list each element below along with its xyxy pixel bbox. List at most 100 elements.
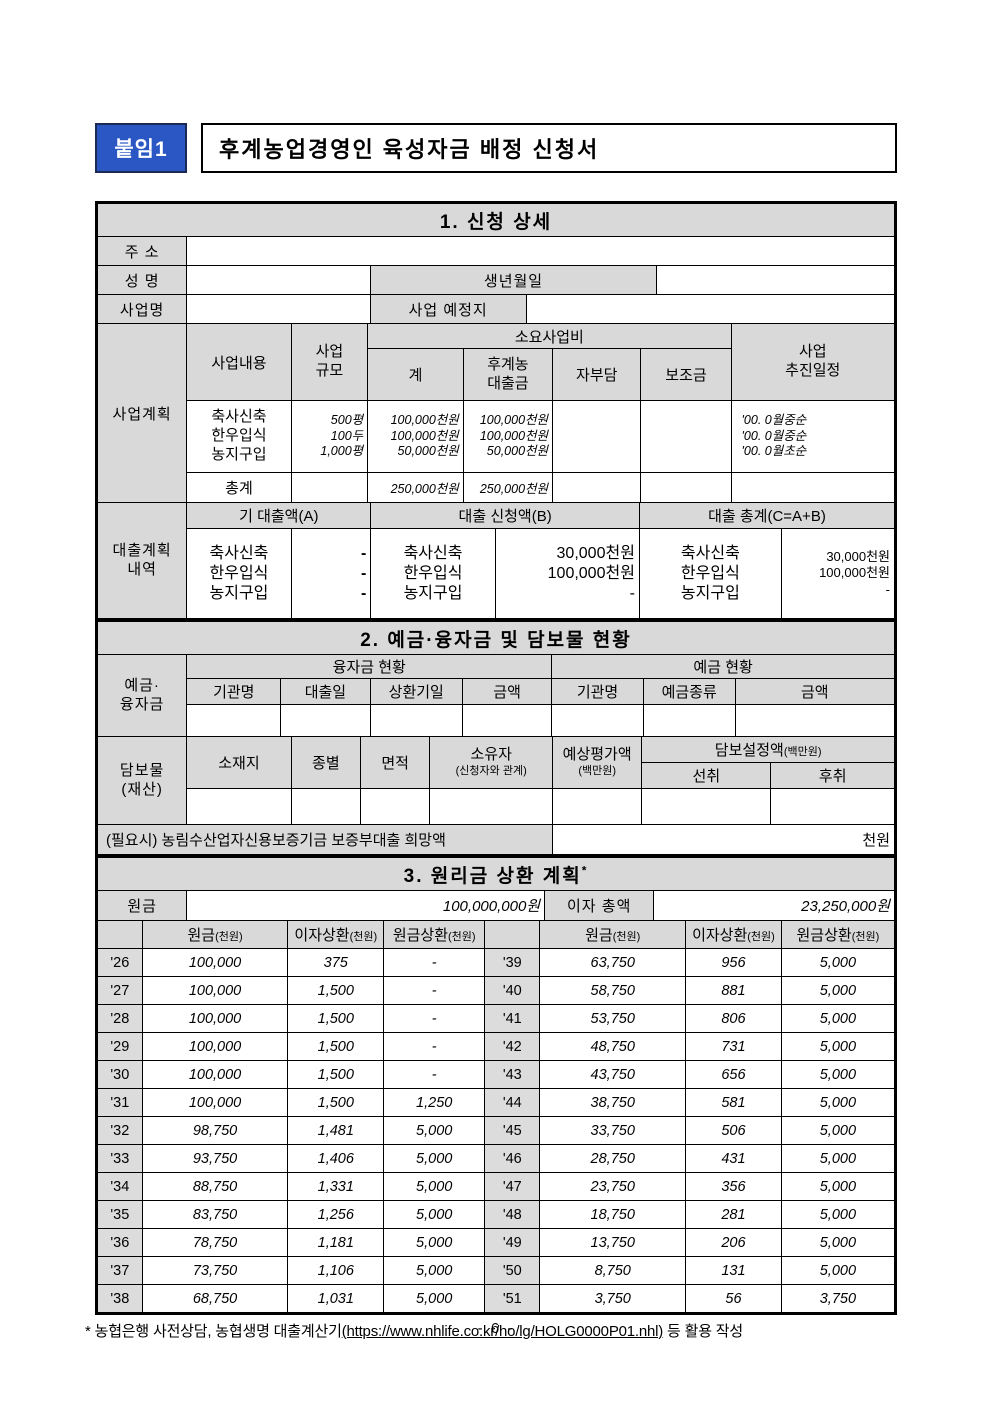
principal-col-header: 원금(천원) xyxy=(141,920,289,949)
birthdate-value-cell xyxy=(656,265,895,295)
plan-self-cell xyxy=(552,400,642,473)
schedule-cell: 5,000 xyxy=(780,1088,896,1117)
section3-title: 3. 원리금 상환 계획* xyxy=(97,857,895,891)
schedule-cell: 83,750 xyxy=(141,1200,289,1229)
collateral-senior-header: 선취 xyxy=(641,762,772,789)
schedule-year: '49 xyxy=(484,1228,541,1257)
loan-due-header: 상환기일 xyxy=(369,678,463,705)
guarantee-row-table: (필요시) 농림수산업자신용보증기금 보증부대출 희망액 천원 xyxy=(96,824,895,855)
loan-plan-table: 대출계획 내역 기 대출액(A) 대출 신청액(B) 대출 총계(C=A+B) 축… xyxy=(96,502,896,619)
schedule-year: '41 xyxy=(484,1004,541,1033)
schedule-year: '29 xyxy=(97,1032,143,1061)
footnote-text: 등 활용 작성 xyxy=(663,1323,743,1340)
interest-total-value: 23,250,000원 xyxy=(653,890,895,921)
loan-date-header: 대출일 xyxy=(280,678,371,705)
collateral-junior-header: 후취 xyxy=(770,762,895,789)
schedule-year: '43 xyxy=(484,1060,541,1089)
attachment-badge: 붙임1 xyxy=(95,123,187,173)
section-repayment-plan: 3. 원리금 상환 계획* 원금 100,000,000원 이자 총액 23,2… xyxy=(95,855,897,1315)
empty-cell xyxy=(641,788,772,825)
footnote-text: * 농협은행 사전상담, 농협생명 대출계산기 xyxy=(85,1323,342,1340)
deposit-amount-header: 금액 xyxy=(734,678,895,705)
address-value-cell xyxy=(186,236,895,266)
loan-items-a: 축사신축 한우입식 농지구입 xyxy=(186,528,292,619)
footnote: * 농협은행 사전상담, 농협생명 대출계산기(https://www.nhli… xyxy=(85,1320,897,1341)
principal-value: 100,000,000원 xyxy=(186,890,546,921)
deposit-loan-table: 예금· 융자금 융자금 현황 예금 현황 기관명 대출일 상환기일 금액 기관명 … xyxy=(96,654,895,737)
plan-total-self-cell xyxy=(552,472,642,503)
schedule-cell: 5,000 xyxy=(383,1116,486,1145)
empty-cell xyxy=(186,788,292,825)
plan-sum-cell: 100,000천원 100,000천원 50,000천원 xyxy=(367,400,464,473)
loan-items-c: 축사신축 한우입식 농지구입 xyxy=(638,528,782,619)
empty-cell xyxy=(429,788,554,825)
plan-total-loan: 250,000천원 xyxy=(462,472,554,503)
schedule-cell: 1,256 xyxy=(287,1200,385,1229)
section2-title: 2. 예금·융자금 및 담보물 현황 xyxy=(97,621,895,655)
schedule-cell: 881 xyxy=(685,976,782,1005)
empty-cell xyxy=(484,920,541,949)
schedule-cell: 58,750 xyxy=(539,976,687,1005)
plan-subsidy-header: 보조금 xyxy=(640,348,732,401)
collateral-label: 담보물 (재산) xyxy=(96,736,188,825)
loan-values-b: 30,000천원 100,000천원 - xyxy=(494,528,640,619)
plan-loan-cell: 100,000천원 100,000천원 50,000천원 xyxy=(462,400,554,473)
collateral-secured-header: 담보설정액(백만원) xyxy=(641,736,895,763)
address-row-table: 주 소 xyxy=(96,236,895,266)
business-site-label: 사업 예정지 xyxy=(369,294,527,324)
schedule-cell: 581 xyxy=(685,1088,782,1117)
schedule-cell: 63,750 xyxy=(539,948,687,977)
plan-total-label: 총계 xyxy=(186,472,292,503)
schedule-cell: 43,750 xyxy=(539,1060,687,1089)
footnote-link[interactable]: (https://www.nhlife.co.kr/ho/lg/HOLG0000… xyxy=(341,1323,664,1340)
principal-interest-table: 원금 100,000,000원 이자 총액 23,250,000원 xyxy=(96,890,895,921)
section2-title-table: 2. 예금·융자금 및 담보물 현황 xyxy=(97,621,895,655)
section-application-detail: 1. 신청 상세 주 소 성 명 생년월일 사업명 사업 예정지 xyxy=(95,201,897,621)
address-label: 주 소 xyxy=(96,236,188,266)
section1-title-table: 1. 신청 상세 xyxy=(97,203,895,237)
collateral-table: 담보물 (재산) 소재지 종별 면적 소유자 (신청자와 관계) 예상평가액 (백만원… xyxy=(96,736,895,825)
schedule-cell: 1,500 xyxy=(287,1032,385,1061)
schedule-cell: 18,750 xyxy=(539,1200,687,1229)
schedule-cell: 100,000 xyxy=(141,976,289,1005)
table-row: '32 98,750 1,481 5,000'45 33,750 506 5,000 xyxy=(97,1116,896,1145)
schedule-year: '48 xyxy=(484,1200,541,1229)
redeem-col-header: 원금상환(천원) xyxy=(383,920,486,949)
existing-loan-header: 기 대출액(A) xyxy=(186,502,372,529)
deposit-institution-header: 기관명 xyxy=(551,678,644,705)
schedule-cell: 1,500 xyxy=(287,1088,385,1117)
interest-total-label: 이자 총액 xyxy=(544,890,655,921)
schedule-cell: 375 xyxy=(287,948,385,977)
loan-values-c: 30,000천원 100,000천원 - xyxy=(780,528,896,619)
table-row: '33 93,750 1,406 5,000'46 28,750 431 5,000 xyxy=(97,1144,896,1173)
schedule-cell: - xyxy=(383,976,486,1005)
schedule-cell: 1,406 xyxy=(287,1144,385,1173)
principal-col-header: 원금(천원) xyxy=(539,920,687,949)
schedule-year: '39 xyxy=(484,948,541,977)
plan-scale-cell: 500평 100두 1,000평 xyxy=(290,400,369,473)
loan-institution-header: 기관명 xyxy=(186,678,282,705)
schedule-cell: - xyxy=(383,1004,486,1033)
schedule-cell: 1,500 xyxy=(287,976,385,1005)
schedule-cell: 88,750 xyxy=(141,1172,289,1201)
schedule-cell: 1,500 xyxy=(287,1060,385,1089)
schedule-cell: 356 xyxy=(685,1172,782,1201)
table-row: '26 100,000 375- '39 63,750 956 5,000 xyxy=(97,948,896,977)
schedule-cell: 956 xyxy=(685,948,782,977)
schedule-cell: 431 xyxy=(685,1144,782,1173)
schedule-cell: 5,000 xyxy=(780,976,896,1005)
schedule-cell: 5,000 xyxy=(780,1004,896,1033)
plan-sum-header: 계 xyxy=(367,348,464,401)
empty-cell xyxy=(280,704,371,737)
schedule-cell: 5,000 xyxy=(780,948,896,977)
schedule-cell: - xyxy=(383,1032,486,1061)
schedule-year: '46 xyxy=(484,1144,541,1173)
schedule-cell: 1,500 xyxy=(287,1004,385,1033)
plan-schedule-header: 사업 추진일정 xyxy=(730,323,896,401)
table-row: '28 100,000 1,500- '41 53,750 806 5,000 xyxy=(97,1004,896,1033)
interest-col-header: 이자상환(천원) xyxy=(685,920,782,949)
schedule-year: '35 xyxy=(97,1200,143,1229)
schedule-cell: 33,750 xyxy=(539,1116,687,1145)
collateral-area-header: 면적 xyxy=(359,736,431,789)
schedule-cell: 100,000 xyxy=(141,948,289,977)
